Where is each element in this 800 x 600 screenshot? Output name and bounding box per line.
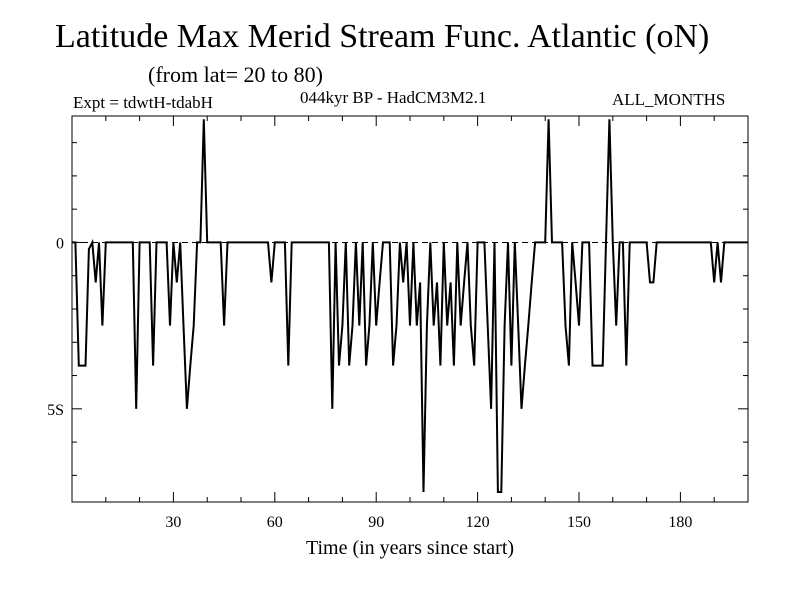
series-line [72,119,748,493]
x-tick-label: 90 [368,514,384,531]
x-tick-label: 30 [165,514,181,531]
y-tick-label: 5S [47,402,64,419]
y-tick-label: 0 [56,235,64,252]
chart-subtitle: (from lat= 20 to 80) [148,62,323,87]
x-tick-label: 180 [668,514,692,531]
x-axis-ticks: 30 60 90 120 150 180 [165,116,692,531]
x-tick-label: 60 [267,514,283,531]
x-tick-label: 150 [567,514,591,531]
model-label: 044kyr BP - HadCM3M2.1 [300,88,487,107]
months-label: ALL_MONTHS [612,90,726,109]
x-tick-label: 120 [466,514,490,531]
minor-ticks [72,116,748,502]
x-axis-label: Time (in years since start) [306,537,514,559]
experiment-label: Expt = tdwtH-tdabH [73,93,213,112]
chart-title: Latitude Max Merid Stream Func. Atlantic… [55,18,710,55]
